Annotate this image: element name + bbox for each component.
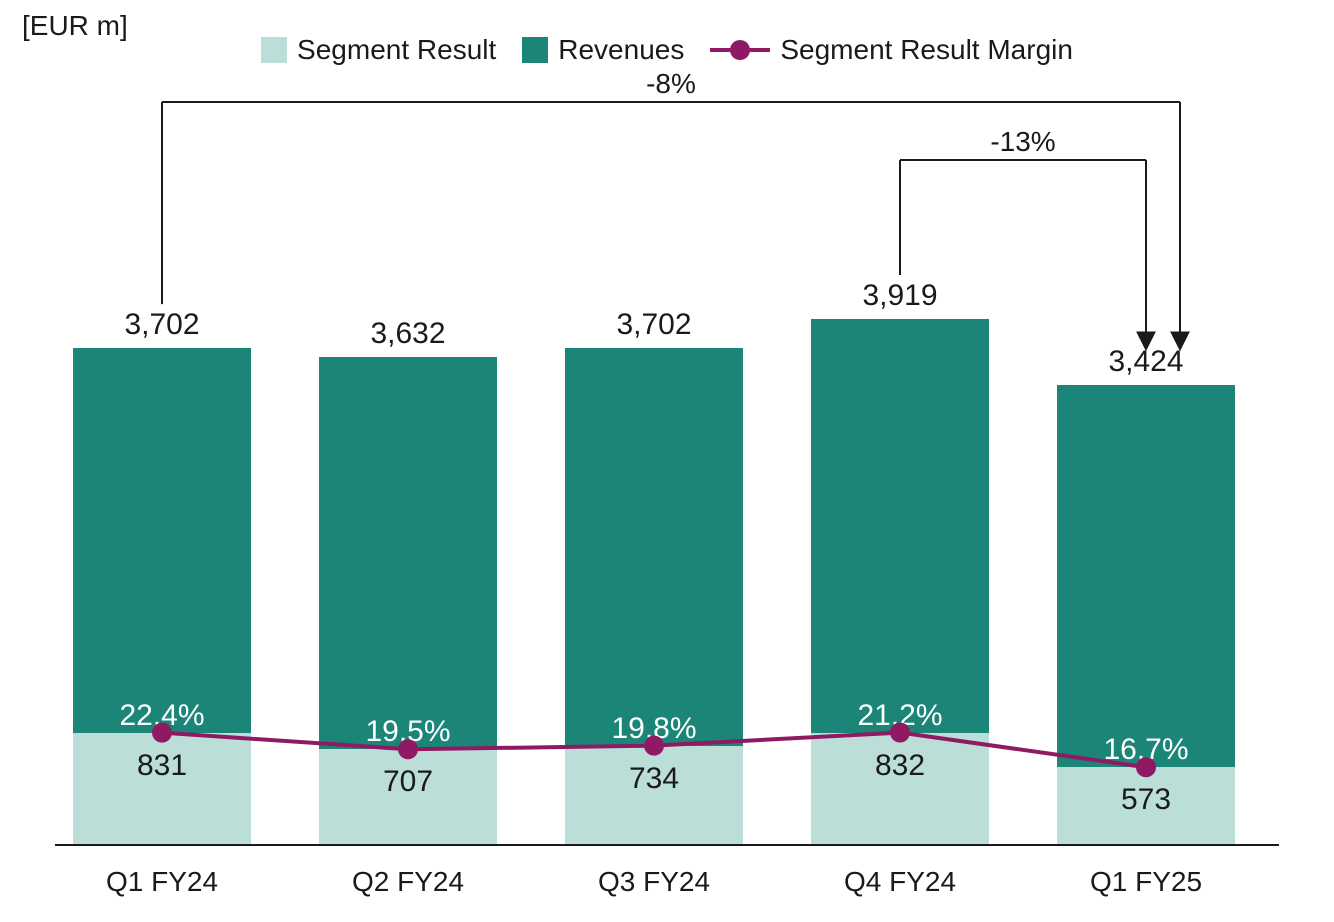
legend-swatch [522, 37, 548, 63]
revenue-value-label: 3,632 [319, 317, 497, 351]
segment-result-value-label: 831 [73, 749, 251, 783]
comparison-label: -8% [621, 68, 721, 100]
revenue-value-label: 3,424 [1057, 345, 1235, 379]
margin-value-label: 22.4% [73, 699, 251, 733]
bar-revenues [811, 319, 989, 733]
bar-revenues [565, 348, 743, 746]
bar-revenues [319, 357, 497, 749]
margin-value-label: 21.2% [811, 699, 989, 733]
x-axis-tick-label: Q1 FY25 [1057, 866, 1235, 898]
segment-result-value-label: 707 [319, 765, 497, 799]
x-axis-baseline [55, 844, 1279, 846]
x-axis-tick-label: Q3 FY24 [565, 866, 743, 898]
bar-revenues [1057, 385, 1235, 767]
legend-line-marker [710, 37, 770, 63]
chart-container: [EUR m] Segment ResultRevenuesSegment Re… [0, 0, 1334, 922]
segment-result-value-label: 734 [565, 762, 743, 796]
legend-label: Segment Result Margin [780, 34, 1073, 66]
comparison-label: -13% [973, 126, 1073, 158]
x-axis-tick-label: Q1 FY24 [73, 866, 251, 898]
margin-value-label: 19.8% [565, 712, 743, 746]
revenue-value-label: 3,702 [565, 308, 743, 342]
margin-value-label: 16.7% [1057, 733, 1235, 767]
legend-item-segment_result: Segment Result [261, 34, 496, 66]
segment-result-value-label: 832 [811, 749, 989, 783]
segment-result-value-label: 573 [1057, 783, 1235, 817]
x-axis-tick-label: Q4 FY24 [811, 866, 989, 898]
bar-revenues [73, 348, 251, 733]
revenue-value-label: 3,702 [73, 308, 251, 342]
comparison-bracket [900, 160, 1146, 341]
legend: Segment Result Revenues Segment Result Mar… [0, 34, 1334, 66]
legend-swatch [261, 37, 287, 63]
margin-value-label: 19.5% [319, 715, 497, 749]
legend-item-margin: Segment Result Margin [710, 34, 1073, 66]
legend-label: Segment Result [297, 34, 496, 66]
legend-label: Revenues [558, 34, 684, 66]
x-axis-tick-label: Q2 FY24 [319, 866, 497, 898]
legend-item-revenues: Revenues [522, 34, 684, 66]
revenue-value-label: 3,919 [811, 279, 989, 313]
